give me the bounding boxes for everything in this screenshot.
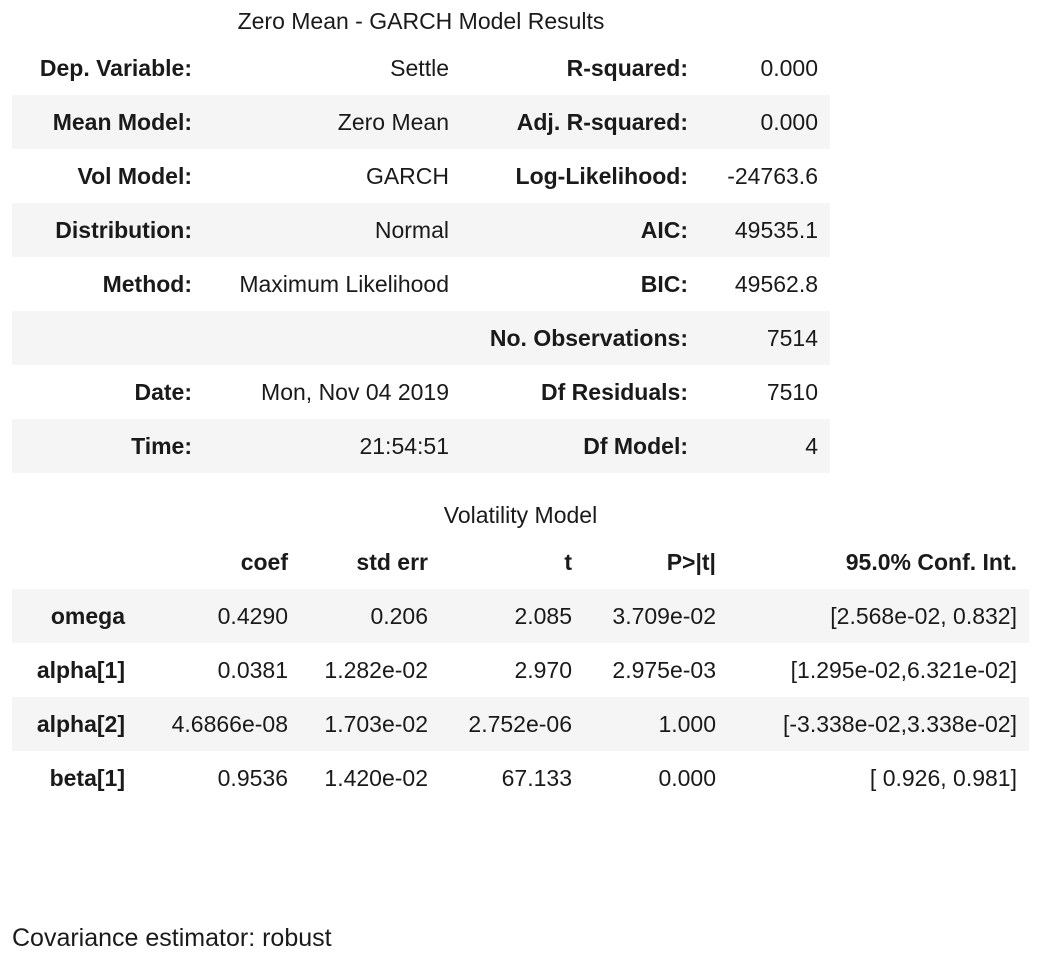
log-likelihood-value: -24763.6 [727,162,818,189]
table-row: omega 0.4290 0.206 2.085 3.709e-02 [2.56… [12,589,1029,643]
table-header-row: coef std err t P>|t| 95.0% Conf. Int. [12,535,1029,589]
coef-cell: 0.9536 [217,764,288,791]
summary-table-caption: Zero Mean - GARCH Model Results [237,8,605,34]
bic-label: BIC: [640,270,688,297]
t-cell: 67.133 [501,764,572,791]
table-row: alpha[1] 0.0381 1.282e-02 2.970 2.975e-0… [12,643,1029,697]
p-value-cell: 2.975e-03 [612,656,716,683]
conf-int-cell: [2.568e-02, 0.832] [728,589,1029,643]
model-results-table: Dep. Variable: Settle R-squared: 0.000 M… [12,41,830,473]
no-observations-value: 7514 [701,311,830,365]
table-row: Method: Maximum Likelihood BIC: 49562.8 [12,257,830,311]
column-header-t: t [564,548,572,575]
aic-label: AIC: [460,203,701,257]
no-observations-label: No. Observations: [460,311,701,365]
distribution-label: Distribution: [12,203,205,257]
param-name: alpha[1] [36,656,125,683]
table-row: Vol Model: GARCH Log-Likelihood: -24763.… [12,149,830,203]
column-header-coef: coef [240,548,288,575]
table-row: Mean Model: Zero Mean Adj. R-squared: 0.… [12,95,830,149]
df-model-value: 4 [701,419,830,473]
param-name: beta[1] [49,764,125,791]
table-row: Dep. Variable: Settle R-squared: 0.000 [12,41,830,95]
r-squared-label: R-squared: [566,54,688,81]
conf-int-cell: [ 0.926, 0.981] [869,764,1017,791]
vol-model-label: Vol Model: [77,162,192,189]
empty-value [205,311,460,365]
conf-int-cell: [-3.338e-02,3.338e-02] [728,697,1029,751]
distribution-value: Normal [205,203,460,257]
coef-cell: 4.6866e-08 [137,697,300,751]
adj-r-squared-label: Adj. R-squared: [460,95,701,149]
dep-variable-value: Settle [390,54,449,81]
table-row: beta[1] 0.9536 1.420e-02 67.133 0.000 [ … [12,751,1029,805]
p-value-cell: 3.709e-02 [584,589,728,643]
volatility-table-caption: Volatility Model [443,502,598,528]
df-residuals-label: Df Residuals: [541,378,688,405]
coef-cell: 0.0381 [217,656,288,683]
column-header-conf-int: 95.0% Conf. Int. [845,548,1017,575]
bic-value: 49562.8 [734,270,818,297]
covariance-estimator-note: Covariance estimator: robust [12,924,332,952]
volatility-model-table: coef std err t P>|t| 95.0% Conf. Int. om… [12,535,1029,805]
date-value: Mon, Nov 04 2019 [261,378,449,405]
dep-variable-label: Dep. Variable: [39,54,192,81]
table-row: Date: Mon, Nov 04 2019 Df Residuals: 751… [12,365,830,419]
table-row: alpha[2] 4.6866e-08 1.703e-02 2.752e-06 … [12,697,1029,751]
mean-model-value: Zero Mean [205,95,460,149]
method-value: Maximum Likelihood [239,270,449,297]
method-label: Method: [102,270,192,297]
std-err-cell: 1.420e-02 [324,764,428,791]
table-row: No. Observations: 7514 [12,311,830,365]
df-residuals-value: 7510 [766,378,818,405]
r-squared-value: 0.000 [760,54,818,81]
column-header-std-err: std err [356,548,428,575]
conf-int-cell: [1.295e-02,6.321e-02] [790,656,1017,683]
df-model-label: Df Model: [460,419,701,473]
std-err-cell: 0.206 [300,589,440,643]
param-name: alpha[2] [12,697,137,751]
p-value-cell: 1.000 [584,697,728,751]
param-name: omega [12,589,137,643]
date-label: Date: [134,378,192,405]
time-value: 21:54:51 [205,419,460,473]
empty-label [12,311,205,365]
mean-model-label: Mean Model: [12,95,205,149]
table-row: Time: 21:54:51 Df Model: 4 [12,419,830,473]
vol-model-value: GARCH [365,162,449,189]
table-row: Distribution: Normal AIC: 49535.1 [12,203,830,257]
column-header-param [12,535,137,589]
std-err-cell: 1.703e-02 [300,697,440,751]
aic-value: 49535.1 [701,203,830,257]
time-label: Time: [12,419,205,473]
coef-cell: 0.4290 [137,589,300,643]
adj-r-squared-value: 0.000 [701,95,830,149]
t-cell: 2.970 [514,656,572,683]
t-cell: 2.085 [440,589,584,643]
std-err-cell: 1.282e-02 [324,656,428,683]
p-value-cell: 0.000 [658,764,716,791]
t-cell: 2.752e-06 [440,697,584,751]
log-likelihood-label: Log-Likelihood: [515,162,688,189]
column-header-p-value: P>|t| [666,548,716,575]
